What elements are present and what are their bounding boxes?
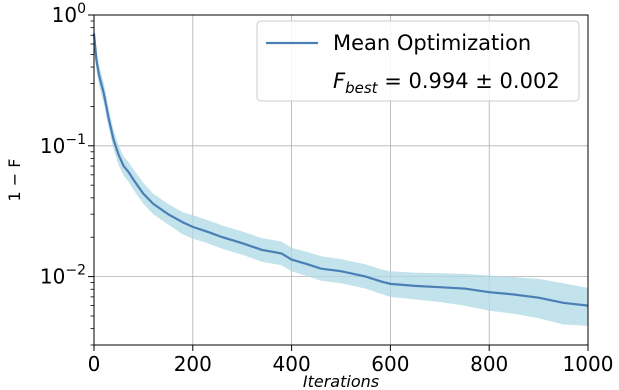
legend-note: Fbest = 0.994 ± 0.002 [333, 69, 560, 97]
legend-note-value: = 0.994 ± 0.002 [378, 69, 560, 93]
x-tick-label: 800 [470, 352, 508, 376]
x-tick-label: 400 [273, 352, 311, 376]
legend: Mean Optimization Fbest = 0.994 ± 0.002 [256, 20, 580, 102]
y-axis-label: 1 − F [5, 159, 24, 202]
x-axis-label: Iterations [303, 372, 379, 390]
x-tick-label: 1000 [563, 352, 614, 376]
x-tick-label: 200 [174, 352, 212, 376]
x-tick-labels: 0 200 400 600 800 1000 [88, 352, 614, 376]
y-tick-label: 10−2 [40, 263, 86, 289]
y-tick-label: 100 [52, 1, 86, 27]
x-tick-label: 600 [371, 352, 409, 376]
plot-frame [93, 14, 589, 346]
legend-note-sub: best [345, 79, 379, 97]
legend-note-var: F [333, 69, 346, 93]
mean-line [92, 33, 589, 307]
ticks [88, 14, 589, 351]
legend-box [256, 20, 580, 102]
legend-entry-label: Mean Optimization [333, 31, 531, 55]
confidence-band [94, 22, 588, 326]
x-tick-label: 0 [88, 352, 101, 376]
y-tick-labels: 10−2 10−1 100 [40, 1, 86, 289]
y-tick-label: 10−1 [40, 132, 86, 158]
